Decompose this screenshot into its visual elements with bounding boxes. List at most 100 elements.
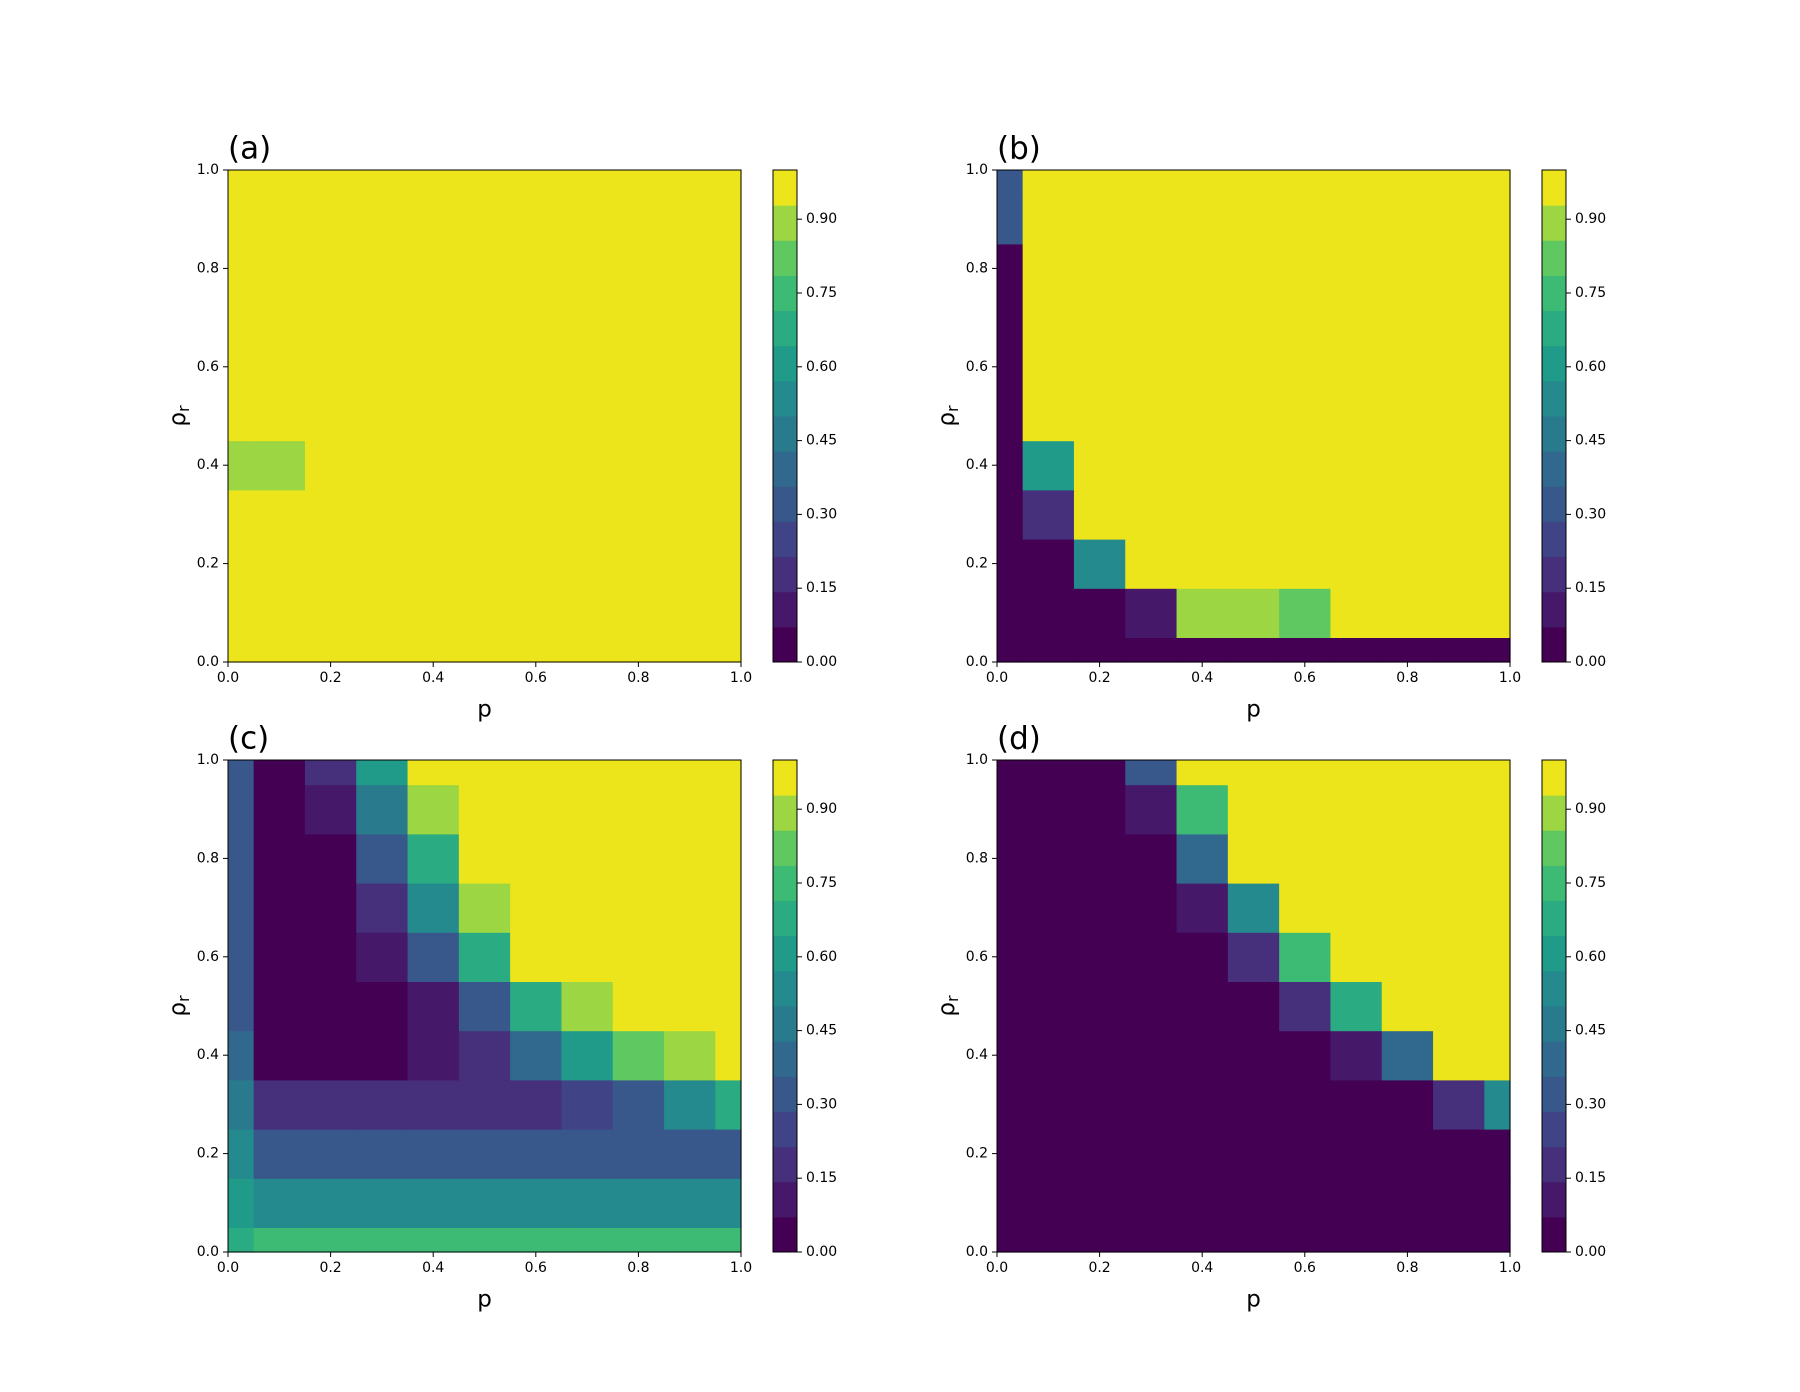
contour-cell: [1227, 833, 1280, 884]
contour-cell: [612, 440, 665, 491]
colorbar-band: [1542, 345, 1566, 382]
contour-cell: [304, 1227, 357, 1253]
contour-cell: [253, 1227, 306, 1253]
contour-cell: [1022, 391, 1075, 442]
contour-cell: [407, 293, 460, 343]
contour-cell: [1330, 342, 1383, 392]
contour-cell: [253, 1129, 306, 1179]
contour-cell: [407, 760, 460, 786]
contour-cell: [997, 637, 1024, 663]
contour-cell: [1227, 1178, 1280, 1228]
contour-cell: [1279, 539, 1332, 589]
y-axis-label-sub: r: [174, 405, 193, 412]
colorbar-band: [1542, 1006, 1566, 1042]
y-axis-label-sub: r: [943, 995, 962, 1002]
contour-cell: [458, 194, 511, 245]
contour-cell: [1073, 170, 1126, 196]
colorbar-band: [773, 1006, 797, 1042]
contour-cell: [458, 1227, 511, 1253]
y-axis-label-base: ρ: [934, 412, 960, 427]
contour-cell: [1381, 981, 1434, 1032]
contour-cell: [1022, 440, 1075, 491]
y-tick-label: 0.4: [966, 1047, 988, 1063]
contour-cell: [1022, 760, 1075, 786]
contour-cell: [664, 170, 716, 196]
colorbar-band: [1542, 205, 1566, 241]
contour-cell: [1381, 883, 1434, 933]
contour-cell: [1125, 932, 1178, 982]
contour-cell: [510, 760, 563, 786]
contour-cell: [1227, 391, 1280, 442]
contour-cell: [1176, 1178, 1229, 1228]
contour-cell: [510, 1227, 563, 1253]
contour-cell: [1125, 1227, 1178, 1253]
contour-cell: [407, 539, 460, 589]
contour-cell: [1073, 1129, 1126, 1179]
contour-cell: [1381, 1129, 1434, 1179]
contour-cell: [997, 1079, 1024, 1130]
contour-cell: [1279, 932, 1332, 982]
contour-cell: [664, 293, 716, 343]
colorbar-tick-label: 0.75: [806, 285, 837, 301]
contour-cell: [304, 1079, 357, 1130]
colorbar-band: [1542, 310, 1566, 347]
colorbar-band: [1542, 970, 1566, 1007]
contour-cell: [458, 833, 511, 884]
contour-cell: [1330, 760, 1383, 786]
contour-cell: [1330, 883, 1383, 933]
contour-cell: [1330, 833, 1383, 884]
contour-cell: [1176, 932, 1229, 982]
contour-cell: [510, 539, 563, 589]
contour-cell: [304, 883, 357, 933]
contour-cell: [1125, 170, 1178, 196]
contour-cell: [1073, 1227, 1126, 1253]
contour-cell: [1381, 760, 1434, 786]
contour-cell: [458, 539, 511, 589]
contour-cell: [253, 194, 306, 245]
contour-cell: [356, 194, 409, 245]
contour-cell: [1022, 489, 1075, 540]
contour-cell: [1073, 440, 1126, 491]
contour-cell: [1022, 833, 1075, 884]
contour-cell: [715, 539, 742, 589]
contour-cell: [1227, 637, 1280, 663]
contour-cell: [458, 170, 511, 196]
contour-cell: [1227, 170, 1280, 196]
contour-cell: [356, 440, 409, 491]
colorbar-band: [1542, 900, 1566, 937]
contour-cell: [1381, 1079, 1434, 1130]
contour-cell: [356, 883, 409, 933]
contour-cell: [1381, 489, 1434, 540]
contour-cell: [1279, 1227, 1332, 1253]
contour-cell: [510, 440, 563, 491]
contour-cell: [1381, 1178, 1434, 1228]
x-tick-label: 0.8: [627, 670, 649, 686]
contour-cell: [1484, 588, 1511, 638]
colorbar-tick-label: 0.45: [1575, 1023, 1606, 1039]
contour-cell: [715, 1178, 742, 1228]
contour-cell: [458, 391, 511, 442]
contour-cell: [1484, 1030, 1511, 1081]
contour-cell: [458, 489, 511, 540]
contour-cell: [228, 1178, 255, 1228]
contour-cell: [997, 293, 1024, 343]
colorbar-band: [773, 556, 797, 593]
colorbar-band: [1542, 830, 1566, 866]
axes-frame: [227, 169, 742, 663]
colorbar-frame: [772, 759, 798, 1253]
colorbar-band: [773, 591, 797, 628]
colorbar-band: [773, 1216, 797, 1253]
panel-label: (d): [997, 721, 1041, 757]
x-tick-label: 0.6: [525, 670, 547, 686]
colorbar-band: [773, 1146, 797, 1183]
colorbar-tick-label: 0.15: [1575, 580, 1606, 596]
y-tick-label: 0.2: [197, 556, 219, 572]
y-tick-label: 1.0: [966, 162, 988, 178]
contour-cell: [407, 833, 460, 884]
contour-cell: [664, 981, 716, 1032]
contour-cell: [510, 932, 563, 982]
contour-cell: [304, 342, 357, 392]
x-tick-label: 0.4: [422, 670, 444, 686]
y-axis-label-base: ρ: [165, 1002, 191, 1017]
